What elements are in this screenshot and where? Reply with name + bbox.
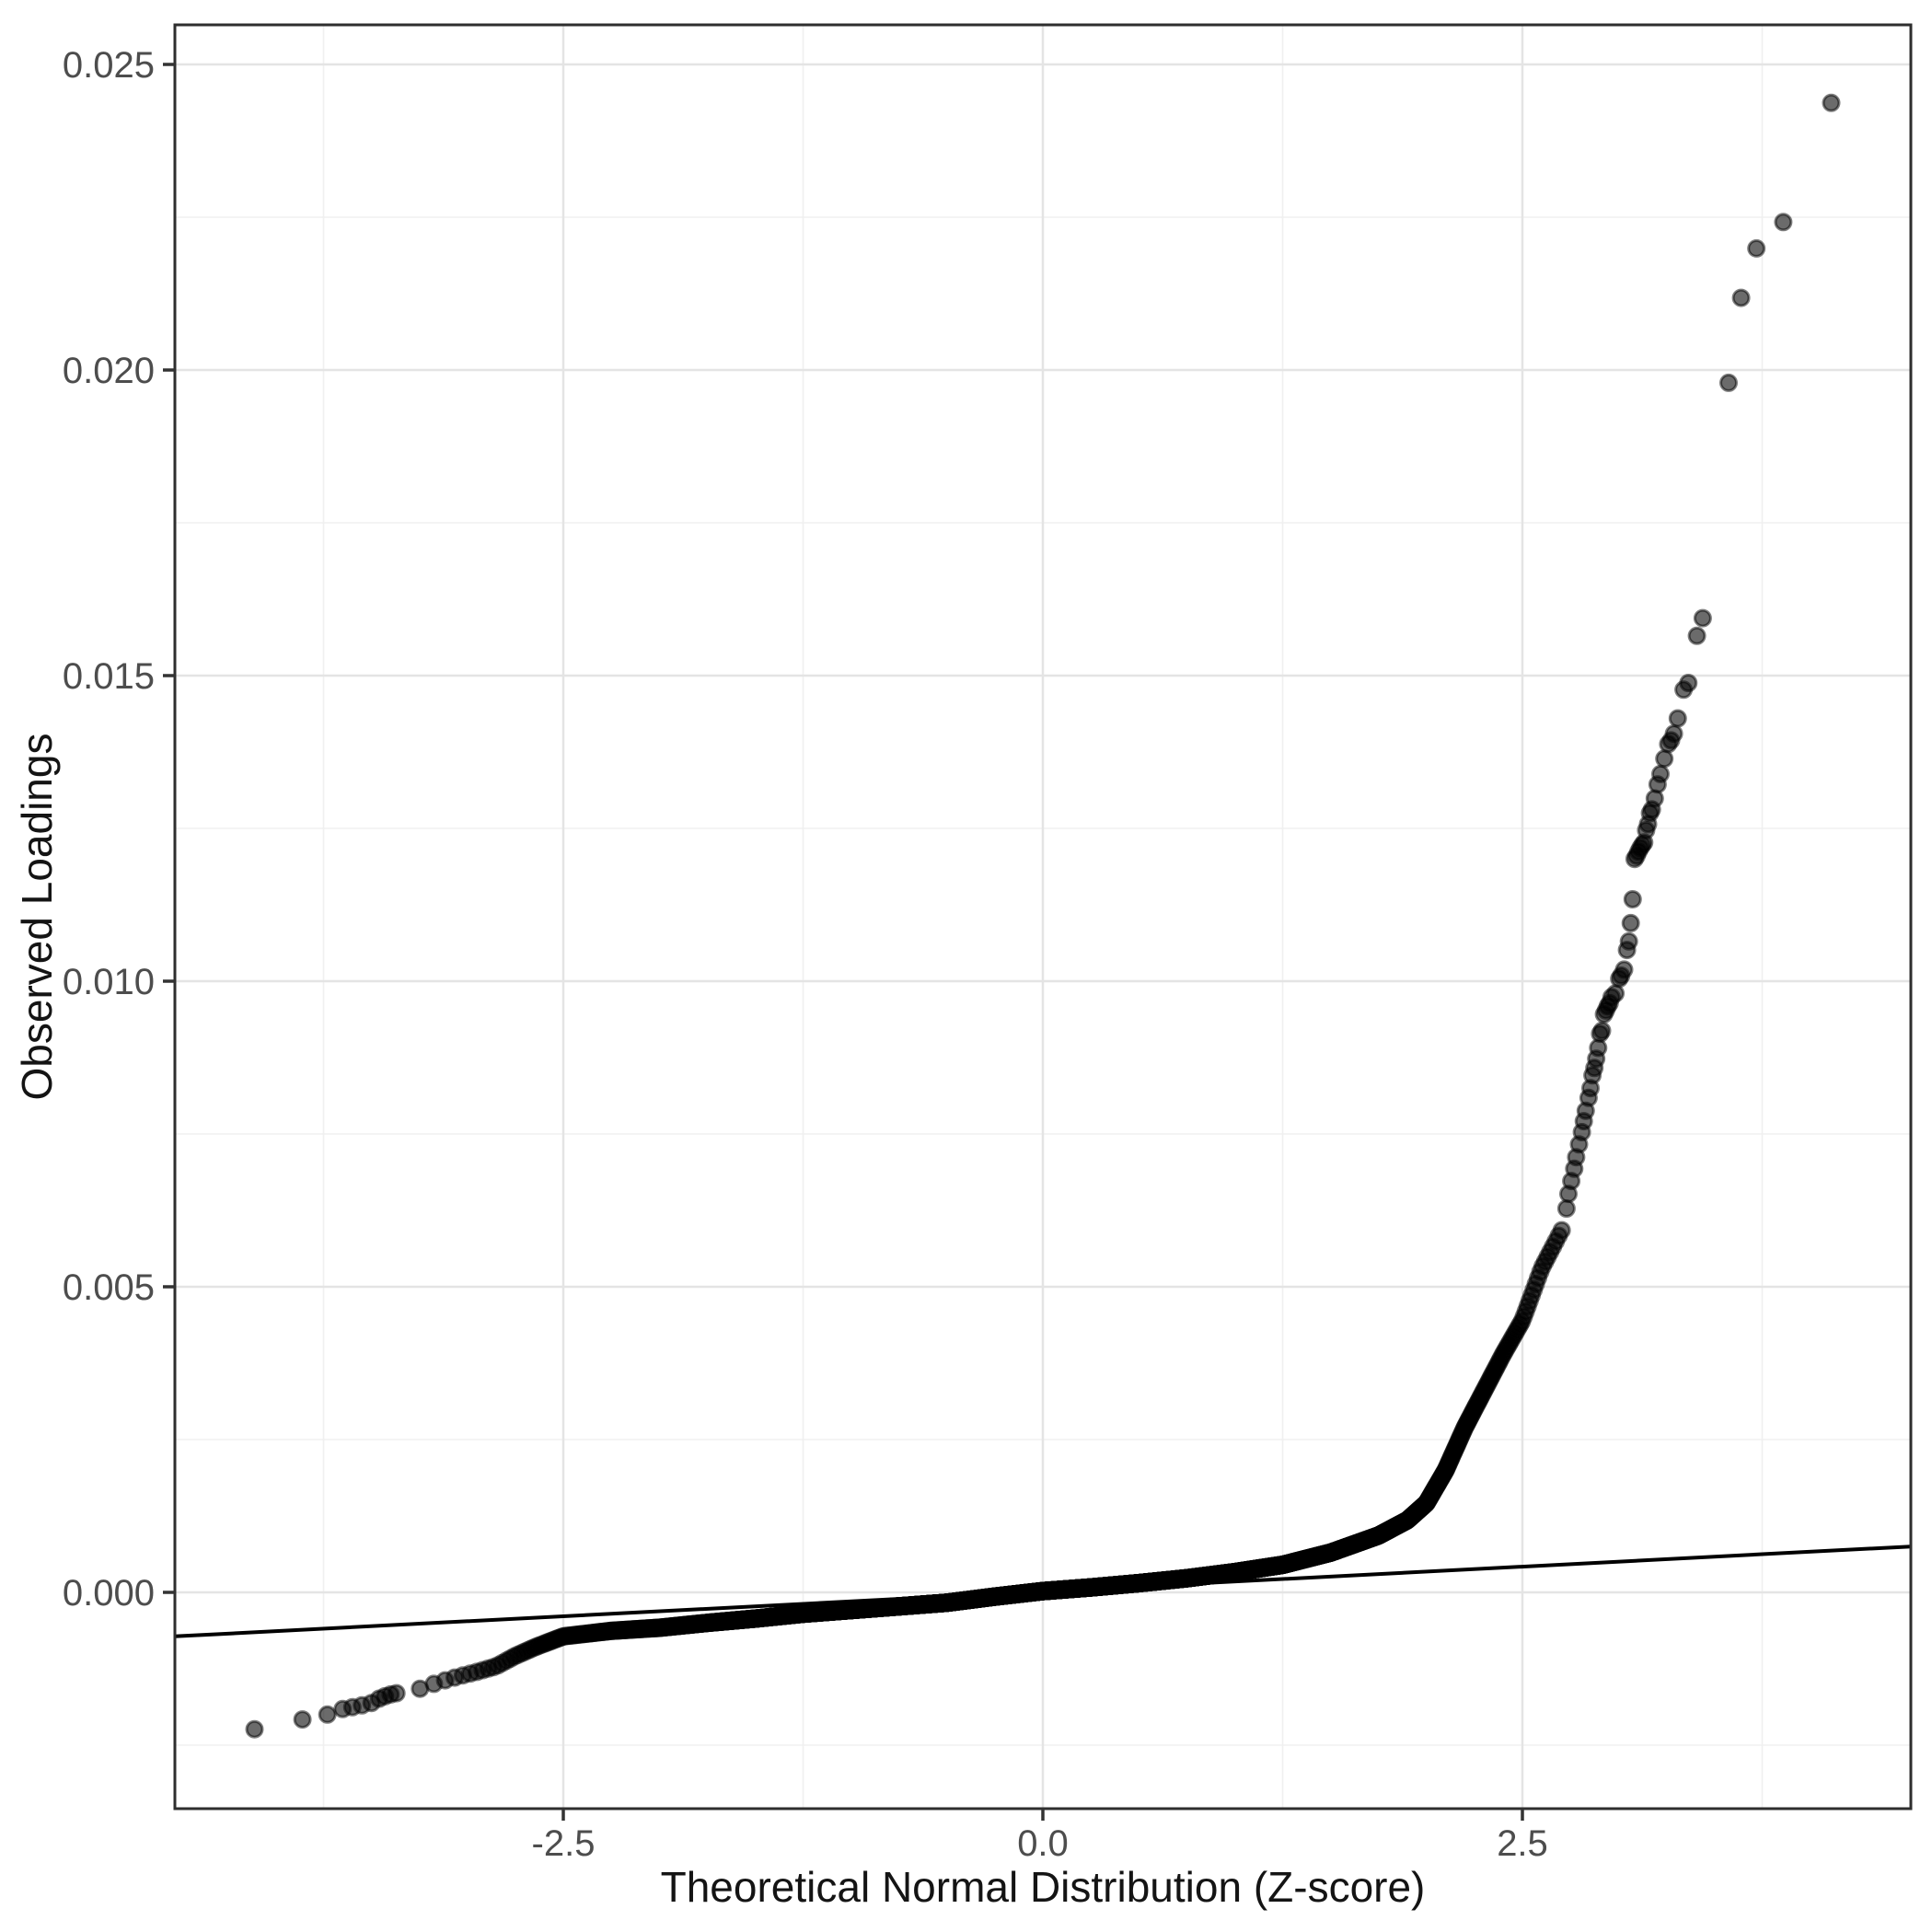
qq-plot-canvas: 0.025 0.020 0.015 0.010 0.005 0.000 -2.5…: [13, 23, 1913, 1911]
qq-plot-figure: 0.025 0.020 0.015 0.010 0.005 0.000 -2.5…: [13, 23, 1913, 1911]
